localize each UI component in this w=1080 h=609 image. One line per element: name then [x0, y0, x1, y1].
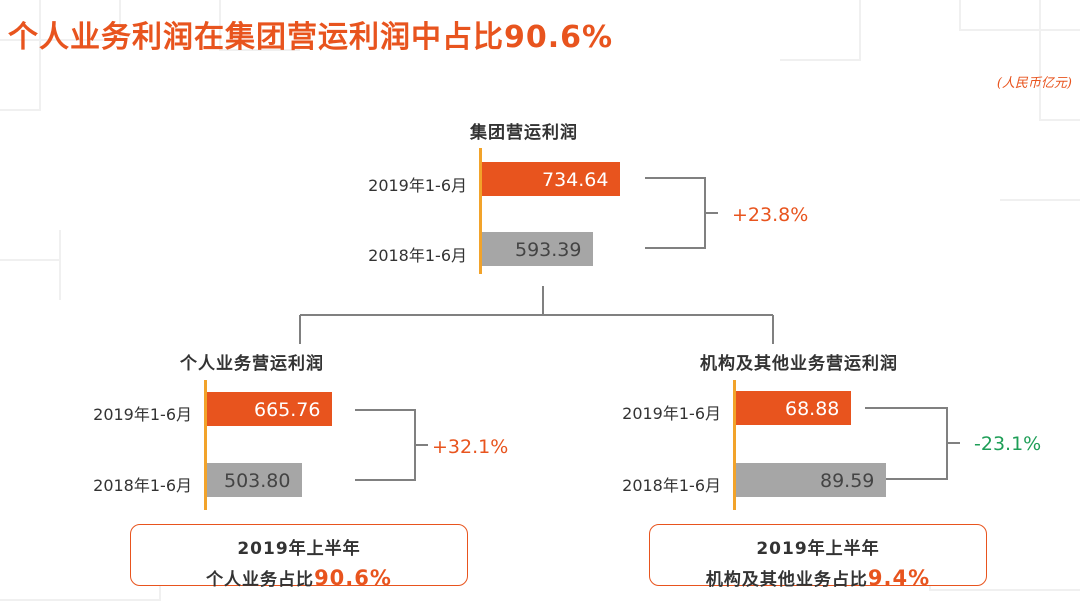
- bar-2019-personal: [207, 392, 332, 426]
- bar-value-label: 734.64: [542, 169, 609, 191]
- left-bracket: [355, 409, 416, 481]
- category-label: 2018年1-6月: [622, 476, 721, 495]
- summary-value: 9.4%: [867, 566, 931, 590]
- category-label: 2019年1-6月: [368, 176, 467, 195]
- tree-connector: [299, 286, 774, 344]
- axis-group: [479, 148, 482, 274]
- bar-value-label: 89.59: [820, 470, 875, 492]
- summary-label: 个人业务占比: [206, 570, 315, 590]
- summary-text: 个人业务占比90.6%: [131, 565, 467, 590]
- bar-2019-institutional: [736, 391, 851, 425]
- chart-title-institutional: 机构及其他业务营运利润: [700, 354, 898, 374]
- category-label: 2019年1-6月: [93, 405, 192, 424]
- bar-value-label: 68.88: [785, 398, 840, 420]
- summary-box-personal: 2019年上半年 个人业务占比90.6%: [130, 524, 468, 590]
- summary-box-institutional: 2019年上半年 机构及其他业务占比9.4%: [649, 524, 987, 590]
- unit-label: (人民币亿元): [996, 76, 1072, 91]
- axis-personal: [204, 380, 207, 510]
- summary-value: 90.6%: [314, 566, 392, 590]
- top-bracket: [645, 177, 706, 249]
- bar-2018-personal: [207, 463, 302, 497]
- chart-title-group: 集团营运利润: [470, 123, 578, 143]
- bar-value-label: 503.80: [224, 470, 291, 492]
- axis-institutional: [733, 380, 736, 510]
- growth-rate: +23.8%: [732, 204, 809, 226]
- bar-2019-group: [482, 162, 620, 196]
- bar-value-label: 593.39: [515, 239, 582, 261]
- growth-rate: -23.1%: [974, 433, 1042, 455]
- bar-value-label: 665.76: [254, 399, 321, 421]
- page-title: 个人业务利润在集团营运利润中占比90.6%: [8, 20, 614, 55]
- bar-2018-institutional: [736, 463, 886, 497]
- summary-label: 机构及其他业务占比: [705, 570, 868, 590]
- category-label: 2019年1-6月: [622, 404, 721, 423]
- bar-2018-group: [482, 232, 593, 266]
- growth-rate: +32.1%: [432, 436, 509, 458]
- category-label: 2018年1-6月: [93, 476, 192, 495]
- summary-period: 2019年上半年: [237, 539, 361, 559]
- category-label: 2018年1-6月: [368, 246, 467, 265]
- summary-period: 2019年上半年: [756, 539, 880, 559]
- summary-text: 机构及其他业务占比9.4%: [650, 565, 986, 590]
- chart-title-personal: 个人业务营运利润: [180, 354, 324, 374]
